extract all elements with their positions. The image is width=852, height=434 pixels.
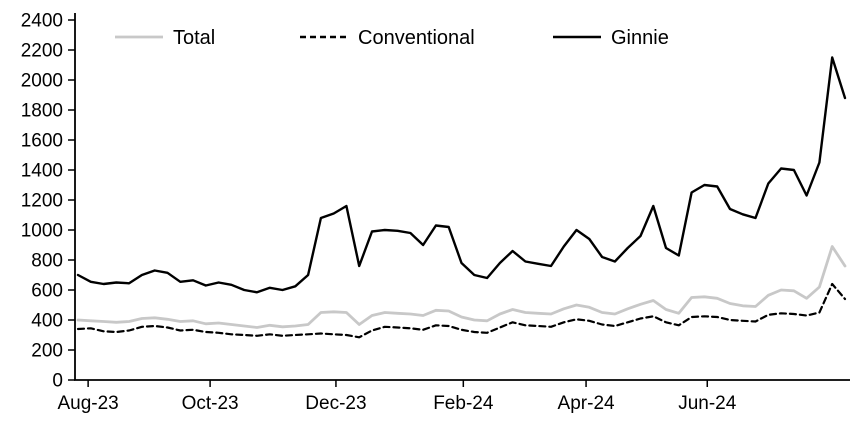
y-tick-label: 400	[31, 311, 63, 332]
y-tick-label: 2200	[21, 41, 63, 62]
y-tick-label: 1000	[21, 221, 63, 242]
y-tick-label: 800	[31, 251, 63, 272]
legend-item-conventional: Conventional	[300, 27, 475, 49]
x-tick-label: Jun-24	[678, 393, 737, 414]
legend-item-ginnie: Ginnie	[553, 27, 669, 49]
y-tick-label: 2400	[21, 11, 63, 32]
legend-label-total: Total	[173, 27, 215, 49]
y-tick-label: 1400	[21, 161, 63, 182]
y-tick-label: 200	[31, 341, 63, 362]
x-tick-label: Feb-24	[433, 393, 494, 414]
series-line-total	[76, 245, 847, 329]
x-tick-label: Dec-23	[305, 393, 366, 414]
x-tick-label: Apr-24	[558, 393, 615, 414]
y-tick-label: 1800	[21, 101, 63, 122]
legend-item-total: Total	[115, 27, 215, 49]
x-tick-label: Aug-23	[57, 393, 118, 414]
y-tick-label: 1200	[21, 191, 63, 212]
y-tick-label: 0	[52, 371, 63, 392]
y-tick-label: 1600	[21, 131, 63, 152]
y-tick-label: 2000	[21, 71, 63, 92]
legend-label-conventional: Conventional	[358, 27, 475, 49]
x-tick-label: Oct-23	[182, 393, 239, 414]
y-tick-label: 600	[31, 281, 63, 302]
series-line-ginnie	[76, 56, 847, 294]
legend-label-ginnie: Ginnie	[611, 27, 669, 49]
series-line-conventional	[76, 282, 847, 339]
